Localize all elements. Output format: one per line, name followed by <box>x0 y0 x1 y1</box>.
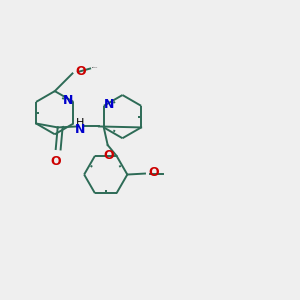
Text: methoxy: methoxy <box>92 67 98 68</box>
Text: N: N <box>75 123 86 136</box>
Text: O: O <box>50 155 61 168</box>
Text: N: N <box>103 98 114 111</box>
Text: O: O <box>103 149 114 162</box>
Text: H: H <box>76 118 85 128</box>
Text: O: O <box>148 166 159 179</box>
Text: O: O <box>75 65 86 78</box>
Text: N: N <box>63 94 73 107</box>
